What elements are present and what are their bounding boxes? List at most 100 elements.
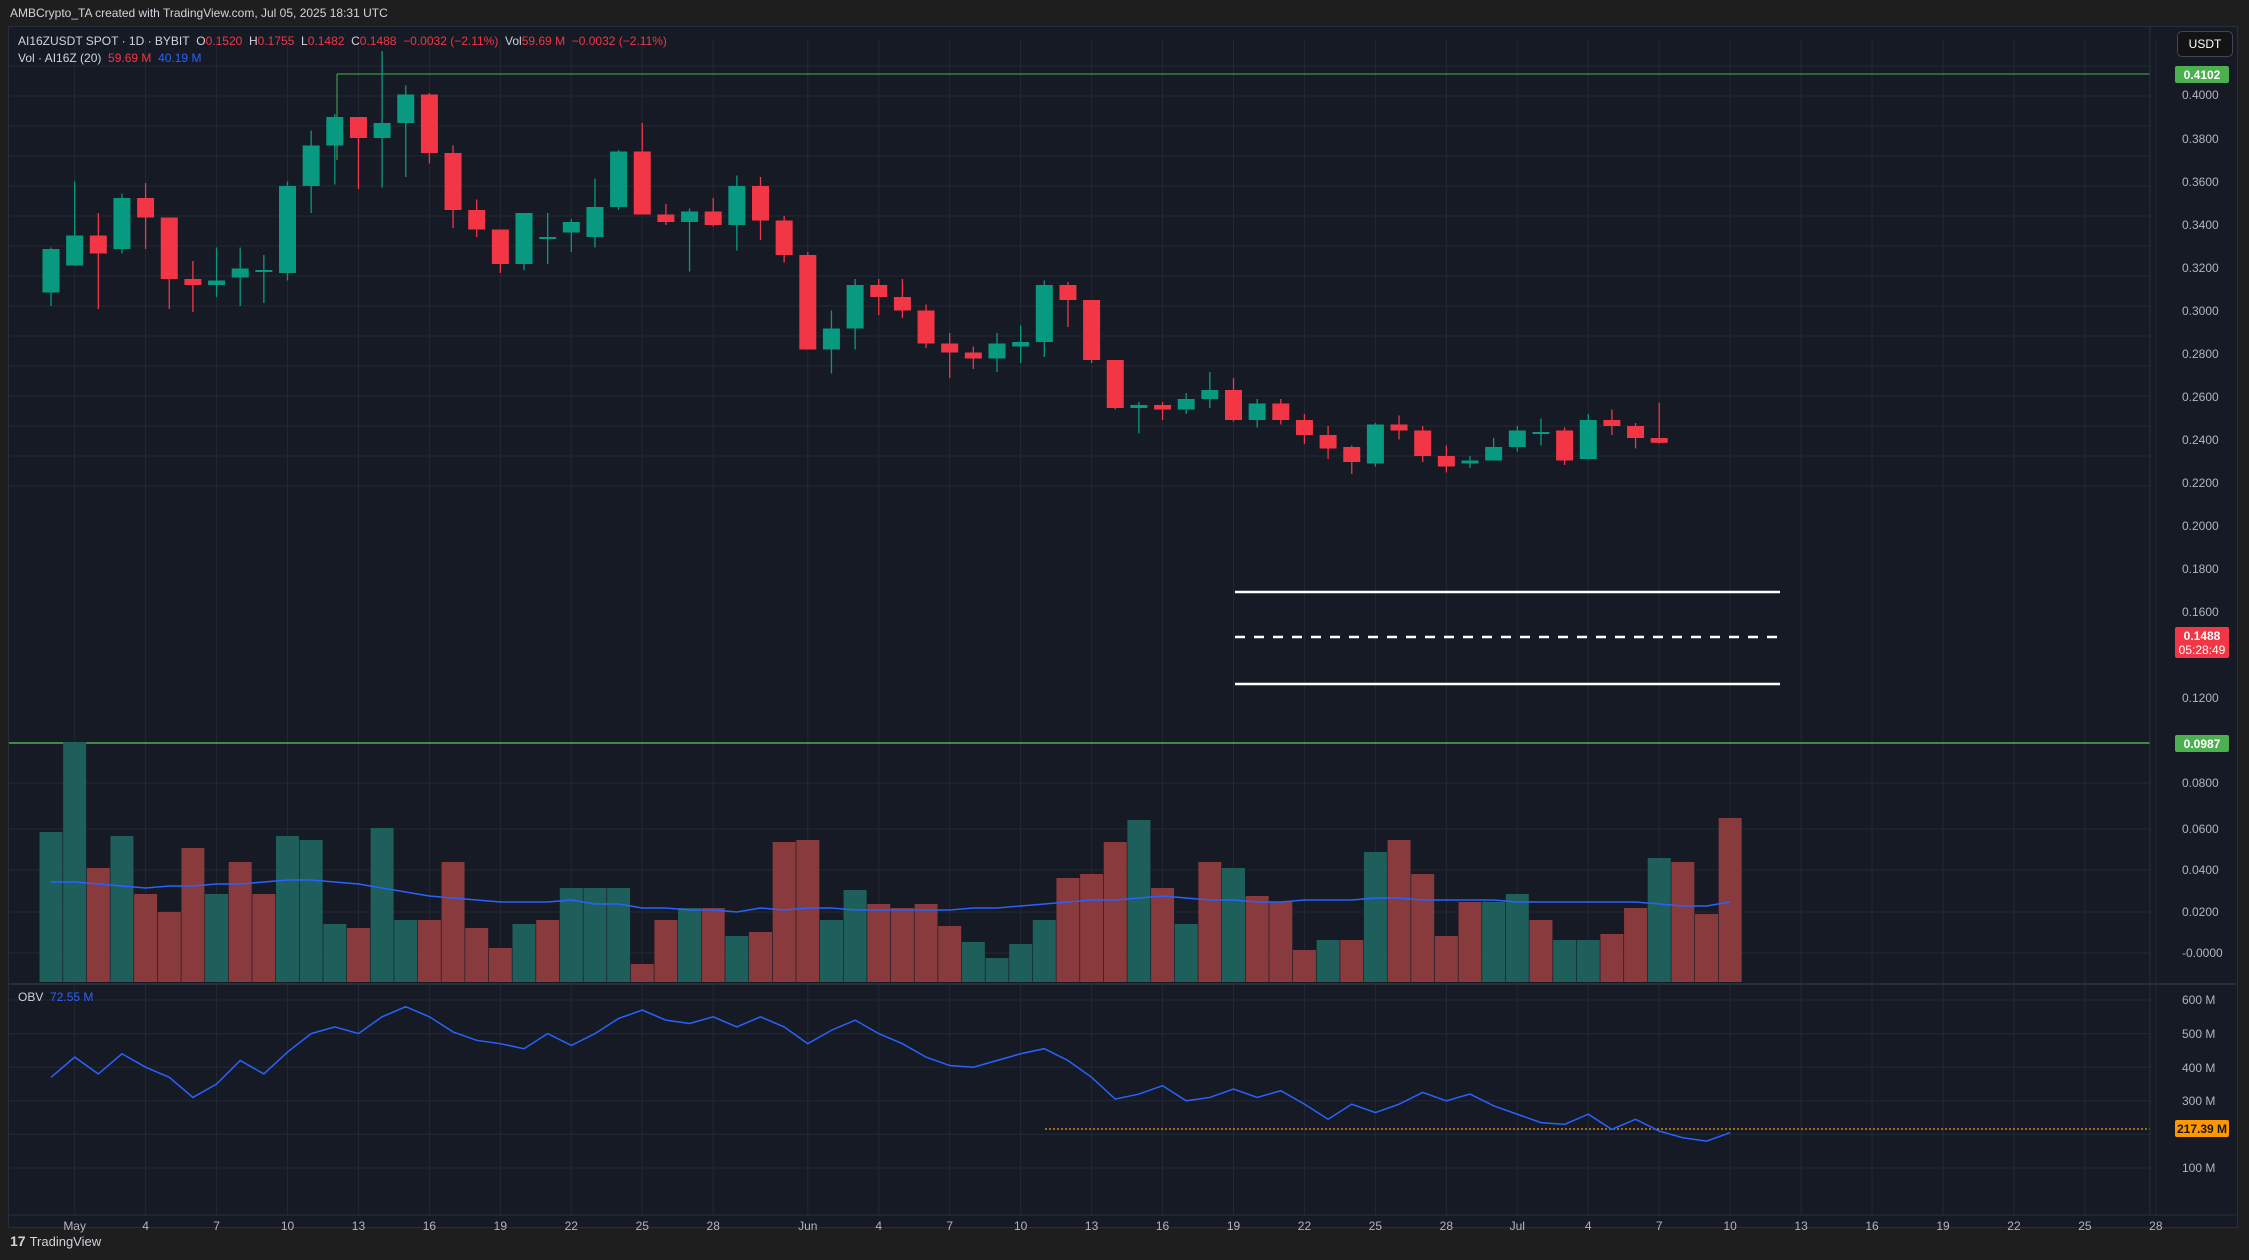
candle: [1603, 409, 1621, 435]
candle: [326, 114, 344, 185]
date-tick: 19: [1936, 1219, 1950, 1233]
volume-bar: [1222, 868, 1245, 982]
price-tick: 0.0200: [2182, 905, 2219, 919]
candle: [633, 123, 651, 215]
candle: [1508, 426, 1526, 452]
volume-bar: [512, 924, 536, 982]
candle: [89, 213, 107, 309]
date-tick: May: [63, 1219, 86, 1233]
candle: [1319, 426, 1337, 459]
volume-bar: [252, 894, 276, 982]
candle: [231, 247, 249, 306]
candle: [941, 333, 959, 378]
grid-lines: [9, 40, 2157, 1215]
volume-bar: [1056, 878, 1080, 982]
price-tick: 0.4000: [2182, 88, 2219, 102]
candle: [1225, 378, 1242, 422]
candle: [1059, 282, 1077, 327]
obv-tick: 500 M: [2182, 1027, 2215, 1041]
volume-bar: [701, 908, 725, 982]
volume-bar: [607, 888, 631, 982]
candle: [1272, 399, 1290, 425]
svg-text:0.0987: 0.0987: [2184, 737, 2221, 751]
candle: [1414, 426, 1432, 462]
candle: [1650, 402, 1668, 444]
date-tick: 28: [1440, 1219, 1454, 1233]
currency-button[interactable]: USDT: [2177, 31, 2233, 57]
date-tick: 13: [1085, 1219, 1099, 1233]
time-axis: May 4 7 10 13 16 19 22 25 28 Jun 4 7 10 13 16 19 22 25 28 Ju…: [63, 1219, 2163, 1233]
volume-bar: [1718, 818, 1742, 982]
pane-separators: [9, 27, 2236, 1216]
date-tick: 7: [213, 1219, 220, 1233]
price-candles: [42, 51, 1668, 474]
candle: [1366, 423, 1384, 467]
volume-bar: [134, 894, 158, 982]
vol-value: 59.69 M: [521, 34, 566, 48]
volume-bar: [749, 932, 772, 982]
open-value: 0.1520: [205, 34, 243, 48]
candle: [420, 93, 438, 164]
close-value: 0.1488: [359, 34, 397, 48]
candle: [1627, 423, 1645, 449]
volume-bar: [299, 840, 323, 982]
candle: [539, 213, 557, 264]
volume-indicator-name[interactable]: Vol · AI16Z (20): [18, 51, 102, 65]
volume-bar: [370, 828, 394, 982]
volume-bars: [39, 742, 1742, 982]
candle: [562, 219, 580, 252]
price-tick: 0.3400: [2182, 218, 2219, 232]
price-tick: 0.3800: [2182, 132, 2219, 146]
candle: [1177, 393, 1195, 414]
volume-bar: [276, 836, 299, 982]
volume-bar: [394, 920, 418, 982]
volume-bar: [819, 920, 843, 982]
tradingview-logo[interactable]: 17 TradingView: [10, 1233, 101, 1249]
candle: [586, 178, 604, 248]
volume-bar: [39, 832, 63, 982]
volume-bar: [559, 888, 583, 982]
date-tick: 4: [1585, 1219, 1592, 1233]
candle: [349, 117, 367, 189]
candle: [1035, 280, 1053, 357]
volume-bar: [1434, 936, 1458, 982]
volume-bar: [1292, 950, 1316, 982]
date-tick: 10: [1014, 1219, 1028, 1233]
symbol-name[interactable]: AI16ZUSDT SPOT · 1D · BYBIT: [18, 34, 190, 48]
candle: [468, 199, 486, 237]
obv-indicator-name[interactable]: OBV: [18, 990, 44, 1004]
candle: [160, 217, 178, 309]
candle: [1295, 414, 1313, 444]
date-tick: 28: [2149, 1219, 2163, 1233]
candle: [1130, 402, 1148, 434]
chart-frame: [8, 26, 2238, 1228]
volume-bar: [1600, 934, 1624, 982]
volume-bar: [843, 890, 867, 982]
volume-bar: [1505, 894, 1529, 982]
obv-tick: 100 M: [2182, 1161, 2215, 1175]
support-price-tag: 0.0987: [2175, 735, 2229, 752]
volume-ma-value: 40.19 M: [158, 51, 202, 65]
candle: [184, 261, 202, 312]
volume-bar: [1387, 840, 1411, 982]
candle: [657, 204, 675, 225]
resistance-price-tag: 0.4102: [2175, 66, 2229, 83]
volume-bar: [1127, 820, 1151, 982]
date-tick: Jul: [1510, 1219, 1525, 1233]
obv-value: 72.55 M: [50, 990, 94, 1004]
candle: [1532, 418, 1550, 446]
volume-bar: [1009, 944, 1033, 982]
candle: [822, 310, 840, 374]
volume-bar: [1458, 902, 1482, 982]
volume-bar: [1269, 902, 1293, 982]
volume-bar: [1671, 862, 1695, 982]
volume-bar: [181, 848, 205, 982]
volume-indicator-value: 59.69 M: [108, 51, 152, 65]
volume-ma-line: [51, 879, 1731, 913]
date-tick: 25: [2078, 1219, 2092, 1233]
tradingview-logo-text: TradingView: [29, 1233, 102, 1249]
price-tick: 0.1800: [2182, 562, 2219, 576]
